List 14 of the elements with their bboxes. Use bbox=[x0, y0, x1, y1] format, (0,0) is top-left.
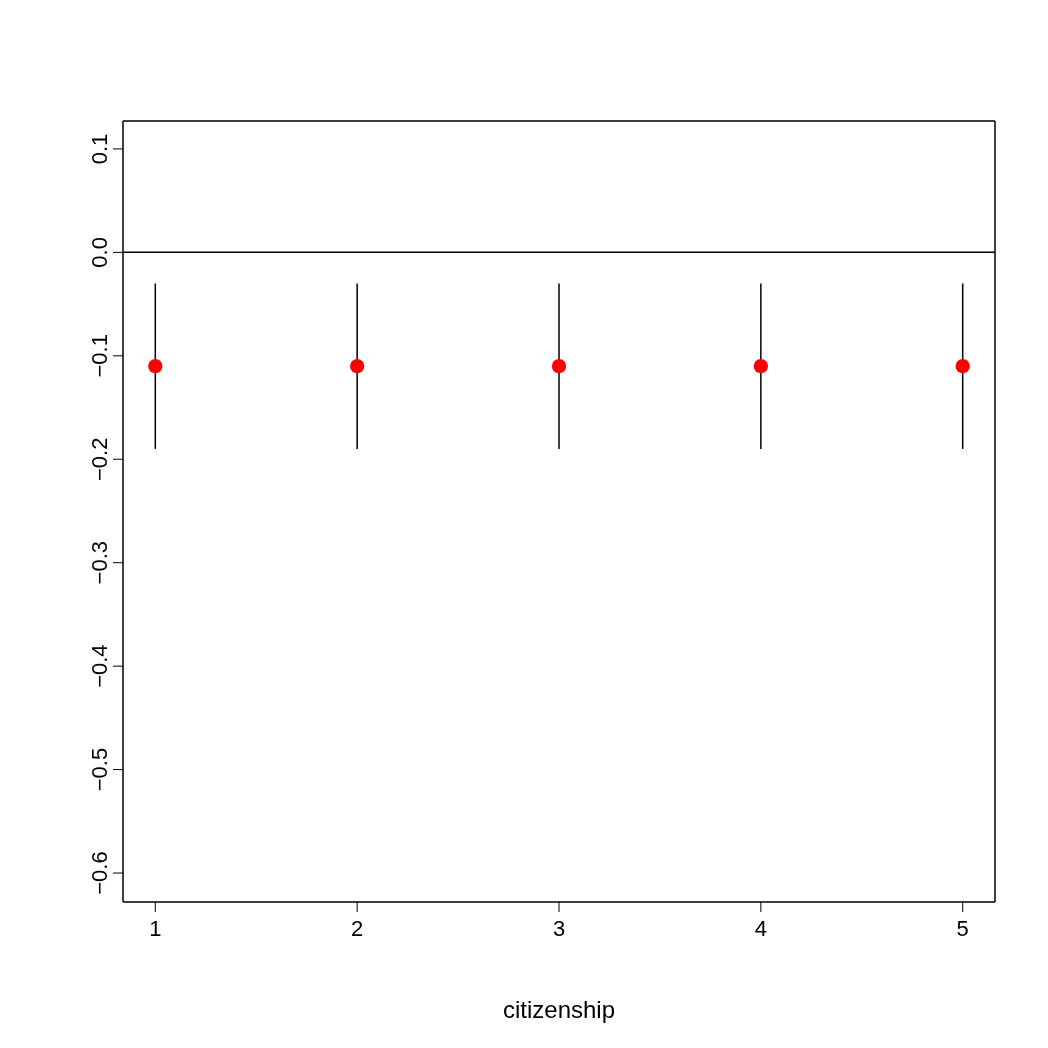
x-tick-label: 1 bbox=[149, 915, 162, 941]
y-tick-label: −0.1 bbox=[87, 334, 112, 378]
y-tick-label: −0.6 bbox=[87, 851, 112, 895]
y-tick-label: −0.3 bbox=[87, 540, 112, 585]
y-tick-label: 0.1 bbox=[87, 133, 112, 165]
x-tick-label: 4 bbox=[754, 915, 767, 941]
y-tick-label: −0.2 bbox=[87, 437, 112, 481]
x-axis-title: citizenship bbox=[502, 996, 616, 1023]
y-tick-label: −0.5 bbox=[87, 747, 112, 792]
x-tick-label: 5 bbox=[956, 915, 969, 941]
y-tick-label: −0.4 bbox=[87, 644, 112, 688]
y-tick-label: 0.0 bbox=[87, 237, 112, 268]
x-tick-label: 2 bbox=[351, 915, 364, 941]
x-tick-label: 3 bbox=[552, 915, 566, 941]
